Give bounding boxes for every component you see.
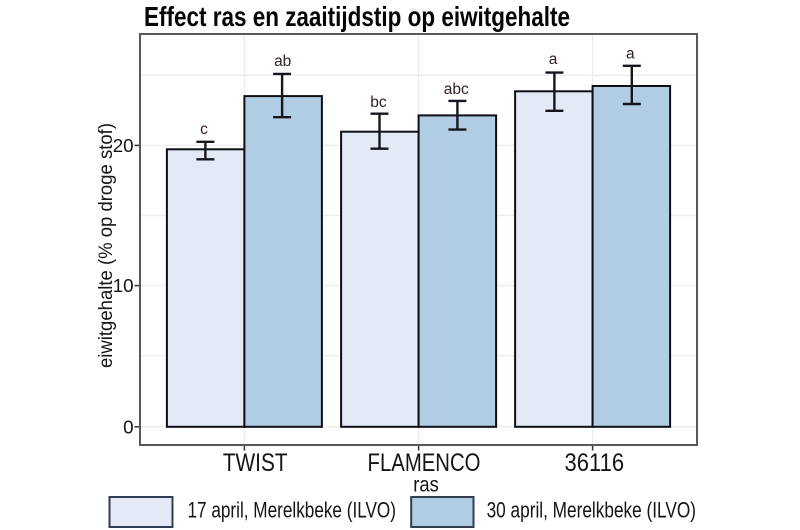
svg-text:a: a xyxy=(626,46,635,63)
svg-text:abc: abc xyxy=(444,81,469,98)
svg-text:Effect ras en zaaitijdstip op: Effect ras en zaaitijdstip op eiwitgehal… xyxy=(144,1,570,32)
svg-text:FLAMENCO: FLAMENCO xyxy=(368,449,481,477)
svg-text:10: 10 xyxy=(113,275,134,296)
svg-text:0: 0 xyxy=(123,416,133,437)
svg-text:20: 20 xyxy=(113,135,134,156)
svg-text:36116: 36116 xyxy=(565,449,625,477)
svg-text:ab: ab xyxy=(274,53,291,70)
svg-text:TWIST: TWIST xyxy=(223,449,288,477)
svg-text:bc: bc xyxy=(370,94,387,111)
svg-text:17 april, Merelkbeke (ILVO): 17 april, Merelkbeke (ILVO) xyxy=(188,498,397,523)
svg-text:ras: ras xyxy=(413,474,439,497)
svg-text:c: c xyxy=(200,121,208,138)
svg-text:eiwitgehalte (% op droge stof): eiwitgehalte (% op droge stof) xyxy=(96,123,117,368)
svg-text:a: a xyxy=(549,51,558,68)
svg-text:30 april, Merelkbeke (ILVO): 30 april, Merelkbeke (ILVO) xyxy=(487,498,696,523)
